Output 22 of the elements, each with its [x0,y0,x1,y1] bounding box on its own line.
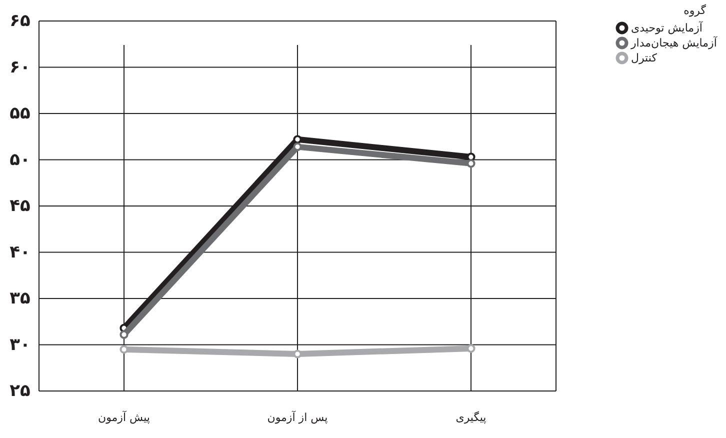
y-tick-label: ۳۵ [10,288,30,308]
x-tick-label: پیگیری [456,411,486,424]
y-tick-label: ۶۰ [10,57,30,78]
legend-label: کنترل [631,52,658,64]
y-tick-label: ۴۰ [10,242,30,262]
y-tick-label: ۳۰ [10,334,30,355]
point [466,159,476,168]
legend-label: آزمایش هیجان‌مدار [630,36,718,50]
y-tick-label: ۵۵ [10,104,30,124]
point [293,142,302,152]
point [293,135,302,144]
point [466,344,476,353]
y-tick-label: ۲۵ [10,381,30,401]
x-tick-label: پیش آزمون [98,410,150,424]
point [293,350,302,358]
y-tick-label: ۶۵ [10,11,30,31]
x-tick-label: پس از آزمون [267,410,328,424]
legend-title: گروه [684,4,707,17]
y-tick-label: ۵۰ [10,150,30,170]
point [120,330,128,339]
y-tick-label: ۴۵ [10,196,30,216]
legend-label: آزمایش توحیدی [631,20,704,34]
